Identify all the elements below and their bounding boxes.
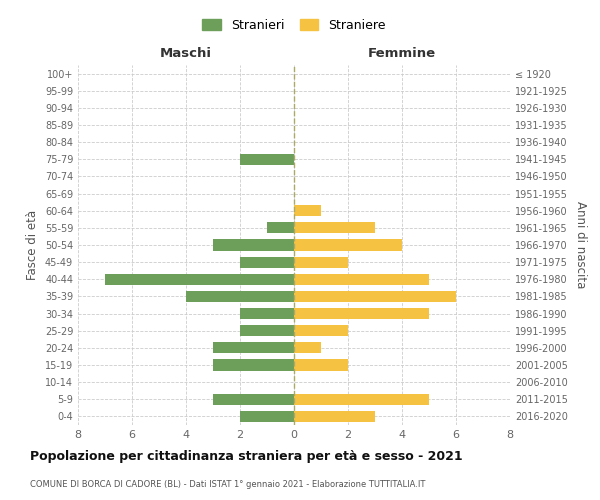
Bar bbox=[240, 325, 294, 336]
Bar bbox=[294, 222, 375, 234]
Bar bbox=[294, 342, 321, 353]
Bar bbox=[240, 411, 294, 422]
Bar bbox=[186, 291, 294, 302]
Bar bbox=[294, 291, 456, 302]
Text: COMUNE DI BORCA DI CADORE (BL) - Dati ISTAT 1° gennaio 2021 - Elaborazione TUTTI: COMUNE DI BORCA DI CADORE (BL) - Dati IS… bbox=[30, 480, 425, 489]
Y-axis label: Anni di nascita: Anni di nascita bbox=[574, 202, 587, 288]
Bar bbox=[213, 240, 294, 250]
Bar bbox=[213, 394, 294, 405]
Text: Popolazione per cittadinanza straniera per età e sesso - 2021: Popolazione per cittadinanza straniera p… bbox=[30, 450, 463, 463]
Bar bbox=[267, 222, 294, 234]
Bar bbox=[240, 154, 294, 165]
Bar bbox=[294, 308, 429, 319]
Bar bbox=[294, 411, 375, 422]
Bar bbox=[213, 360, 294, 370]
Bar bbox=[240, 256, 294, 268]
Bar bbox=[240, 308, 294, 319]
Bar bbox=[105, 274, 294, 285]
Bar bbox=[294, 240, 402, 250]
Legend: Stranieri, Straniere: Stranieri, Straniere bbox=[197, 14, 391, 36]
Bar bbox=[294, 256, 348, 268]
Bar bbox=[294, 205, 321, 216]
Text: Femmine: Femmine bbox=[368, 47, 436, 60]
Bar bbox=[294, 274, 429, 285]
Bar bbox=[294, 360, 348, 370]
Text: Maschi: Maschi bbox=[160, 47, 212, 60]
Bar bbox=[294, 325, 348, 336]
Bar bbox=[213, 342, 294, 353]
Y-axis label: Fasce di età: Fasce di età bbox=[26, 210, 39, 280]
Bar bbox=[294, 394, 429, 405]
